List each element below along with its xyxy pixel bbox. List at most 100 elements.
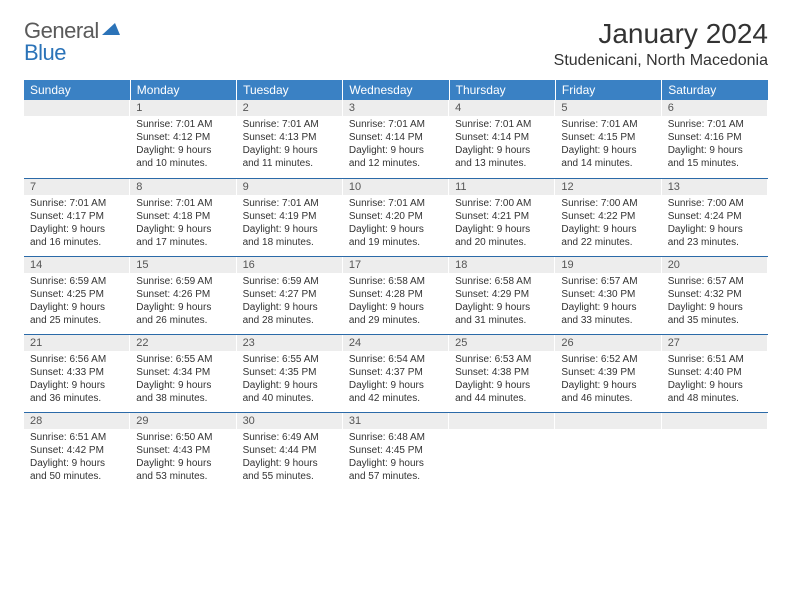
sunset-line: Sunset: 4:13 PM xyxy=(243,131,337,144)
sunrise-line: Sunrise: 7:00 AM xyxy=(455,197,549,210)
sunrise-line: Sunrise: 7:01 AM xyxy=(561,118,655,131)
sunrise-line: Sunrise: 6:54 AM xyxy=(349,353,443,366)
sunrise-line: Sunrise: 6:48 AM xyxy=(349,431,443,444)
daylight-line: Daylight: 9 hours and 23 minutes. xyxy=(668,223,762,249)
daylight-line: Daylight: 9 hours and 29 minutes. xyxy=(349,301,443,327)
sunset-line: Sunset: 4:12 PM xyxy=(136,131,230,144)
calendar-row: 21Sunrise: 6:56 AMSunset: 4:33 PMDayligh… xyxy=(24,334,768,412)
day-number: 3 xyxy=(343,100,449,116)
day-number: 25 xyxy=(449,335,555,351)
calendar-cell: 30Sunrise: 6:49 AMSunset: 4:44 PMDayligh… xyxy=(237,412,343,490)
calendar-cell: 10Sunrise: 7:01 AMSunset: 4:20 PMDayligh… xyxy=(343,178,449,256)
weekday-header-row: Sunday Monday Tuesday Wednesday Thursday… xyxy=(24,80,768,100)
day-number: 22 xyxy=(130,335,236,351)
daylight-line: Daylight: 9 hours and 50 minutes. xyxy=(30,457,124,483)
daylight-line: Daylight: 9 hours and 12 minutes. xyxy=(349,144,443,170)
sunset-line: Sunset: 4:43 PM xyxy=(136,444,230,457)
sunset-line: Sunset: 4:40 PM xyxy=(668,366,762,379)
daylight-line: Daylight: 9 hours and 28 minutes. xyxy=(243,301,337,327)
day-content: Sunrise: 7:01 AMSunset: 4:14 PMDaylight:… xyxy=(343,116,449,174)
day-content: Sunrise: 7:01 AMSunset: 4:13 PMDaylight:… xyxy=(237,116,343,174)
weekday-header: Sunday xyxy=(24,80,130,100)
day-number: 13 xyxy=(662,179,768,195)
sunset-line: Sunset: 4:15 PM xyxy=(561,131,655,144)
sunrise-line: Sunrise: 7:01 AM xyxy=(243,118,337,131)
calendar-cell: 29 Sunrise: 6:50 AMSunset: 4:43 PMDayligh… xyxy=(130,412,236,490)
sunset-line: Sunset: 4:22 PM xyxy=(561,210,655,223)
calendar-cell: 18Sunrise: 6:58 AMSunset: 4:29 PMDayligh… xyxy=(449,256,555,334)
day-number: 19 xyxy=(555,257,661,273)
calendar-cell: 27Sunrise: 6:51 AMSunset: 4:40 PMDayligh… xyxy=(662,334,768,412)
sunset-line: Sunset: 4:44 PM xyxy=(243,444,337,457)
sunrise-line: Sunrise: 6:52 AM xyxy=(561,353,655,366)
day-number: 10 xyxy=(343,179,449,195)
weekday-header: Tuesday xyxy=(237,80,343,100)
day-content: Sunrise: 6:56 AMSunset: 4:33 PMDaylight:… xyxy=(24,351,130,409)
calendar-cell: 22Sunrise: 6:55 AMSunset: 4:34 PMDayligh… xyxy=(130,334,236,412)
calendar-cell: 5Sunrise: 7:01 AMSunset: 4:15 PMDaylight… xyxy=(555,100,661,178)
sunset-line: Sunset: 4:32 PM xyxy=(668,288,762,301)
day-content: Sunrise: 6:54 AMSunset: 4:37 PMDaylight:… xyxy=(343,351,449,409)
sunrise-line: Sunrise: 6:50 AM xyxy=(136,431,230,444)
daylight-line: Daylight: 9 hours and 57 minutes. xyxy=(349,457,443,483)
sunset-line: Sunset: 4:38 PM xyxy=(455,366,549,379)
calendar-cell: 2Sunrise: 7:01 AMSunset: 4:13 PMDaylight… xyxy=(237,100,343,178)
sunset-line: Sunset: 4:35 PM xyxy=(243,366,337,379)
sunset-line: Sunset: 4:45 PM xyxy=(349,444,443,457)
sunrise-line: Sunrise: 6:59 AM xyxy=(136,275,230,288)
calendar-cell: 24Sunrise: 6:54 AMSunset: 4:37 PMDayligh… xyxy=(343,334,449,412)
sunrise-line: Sunrise: 6:58 AM xyxy=(455,275,549,288)
calendar-table: Sunday Monday Tuesday Wednesday Thursday… xyxy=(24,80,768,490)
day-number xyxy=(24,100,130,116)
day-content: Sunrise: 7:01 AMSunset: 4:12 PMDaylight:… xyxy=(130,116,236,174)
day-content: Sunrise: 7:01 AMSunset: 4:19 PMDaylight:… xyxy=(237,195,343,253)
day-content: Sunrise: 6:59 AMSunset: 4:26 PMDaylight:… xyxy=(130,273,236,331)
calendar-cell: 6Sunrise: 7:01 AMSunset: 4:16 PMDaylight… xyxy=(662,100,768,178)
daylight-line: Daylight: 9 hours and 19 minutes. xyxy=(349,223,443,249)
sunset-line: Sunset: 4:18 PM xyxy=(136,210,230,223)
day-number: 18 xyxy=(449,257,555,273)
day-content: Sunrise: 7:00 AMSunset: 4:22 PMDaylight:… xyxy=(555,195,661,253)
day-number: 4 xyxy=(449,100,555,116)
calendar-cell xyxy=(449,412,555,490)
logo-text-blue: Blue xyxy=(24,40,66,65)
sunset-line: Sunset: 4:34 PM xyxy=(136,366,230,379)
calendar-row: 1Sunrise: 7:01 AMSunset: 4:12 PMDaylight… xyxy=(24,100,768,178)
daylight-line: Daylight: 9 hours and 20 minutes. xyxy=(455,223,549,249)
weekday-header: Saturday xyxy=(662,80,768,100)
calendar-cell: 15Sunrise: 6:59 AMSunset: 4:26 PMDayligh… xyxy=(130,256,236,334)
day-number: 31 xyxy=(343,413,449,429)
sunrise-line: Sunrise: 6:57 AM xyxy=(561,275,655,288)
day-number: 6 xyxy=(662,100,768,116)
day-content: Sunrise: 6:55 AMSunset: 4:35 PMDaylight:… xyxy=(237,351,343,409)
sunset-line: Sunset: 4:33 PM xyxy=(30,366,124,379)
day-number: 15 xyxy=(130,257,236,273)
calendar-cell: 12Sunrise: 7:00 AMSunset: 4:22 PMDayligh… xyxy=(555,178,661,256)
sunrise-line: Sunrise: 7:01 AM xyxy=(30,197,124,210)
daylight-line: Daylight: 9 hours and 35 minutes. xyxy=(668,301,762,327)
day-content: Sunrise: 7:00 AMSunset: 4:21 PMDaylight:… xyxy=(449,195,555,253)
day-number: 1 xyxy=(130,100,236,116)
day-number: 29 xyxy=(130,413,236,429)
daylight-line: Daylight: 9 hours and 26 minutes. xyxy=(136,301,230,327)
daylight-line: Daylight: 9 hours and 33 minutes. xyxy=(561,301,655,327)
weekday-header: Wednesday xyxy=(343,80,449,100)
logo-blue-line: Blue xyxy=(24,40,66,66)
daylight-line: Daylight: 9 hours and 18 minutes. xyxy=(243,223,337,249)
day-content: Sunrise: 6:51 AMSunset: 4:42 PMDaylight:… xyxy=(24,429,130,487)
daylight-line: Daylight: 9 hours and 16 minutes. xyxy=(30,223,124,249)
day-number: 21 xyxy=(24,335,130,351)
calendar-cell: 9Sunrise: 7:01 AMSunset: 4:19 PMDaylight… xyxy=(237,178,343,256)
calendar-row: 7Sunrise: 7:01 AMSunset: 4:17 PMDaylight… xyxy=(24,178,768,256)
calendar-cell: 8Sunrise: 7:01 AMSunset: 4:18 PMDaylight… xyxy=(130,178,236,256)
daylight-line: Daylight: 9 hours and 53 minutes. xyxy=(136,457,230,483)
day-number: 9 xyxy=(237,179,343,195)
daylight-line: Daylight: 9 hours and 36 minutes. xyxy=(30,379,124,405)
day-number: 28 xyxy=(24,413,130,429)
daylight-line: Daylight: 9 hours and 17 minutes. xyxy=(136,223,230,249)
sunrise-line: Sunrise: 7:01 AM xyxy=(136,118,230,131)
day-number xyxy=(555,413,661,429)
month-title: January 2024 xyxy=(554,18,768,50)
daylight-line: Daylight: 9 hours and 38 minutes. xyxy=(136,379,230,405)
day-number: 17 xyxy=(343,257,449,273)
